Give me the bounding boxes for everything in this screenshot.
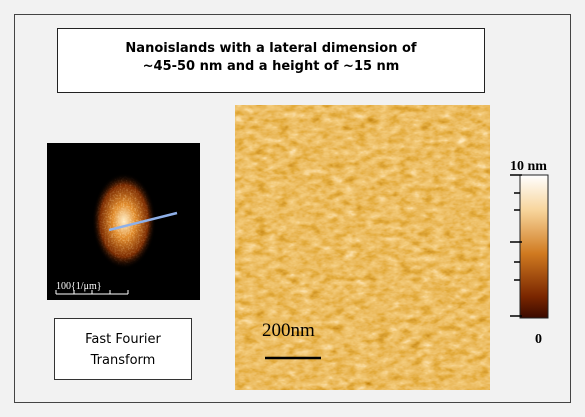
title-line: Nanoislands with a lateral dimension of bbox=[125, 41, 416, 56]
fft-scale-label: 100{1/μm} bbox=[56, 281, 102, 292]
afm-scale-label: 200nm bbox=[262, 320, 315, 341]
fft-caption-box bbox=[55, 319, 192, 380]
fft-caption: Fast Fourier bbox=[85, 332, 161, 347]
colorbar-max-label: 10 nm bbox=[510, 159, 547, 174]
colorbar-min-label: 0 bbox=[535, 332, 542, 347]
colorbar bbox=[520, 175, 548, 318]
fft-caption: Transform bbox=[90, 353, 156, 368]
title-line: ~45-50 nm and a height of ~15 nm bbox=[143, 59, 400, 74]
slide: Nanoislands with a lateral dimension of … bbox=[0, 0, 585, 417]
afm-image bbox=[235, 105, 490, 390]
